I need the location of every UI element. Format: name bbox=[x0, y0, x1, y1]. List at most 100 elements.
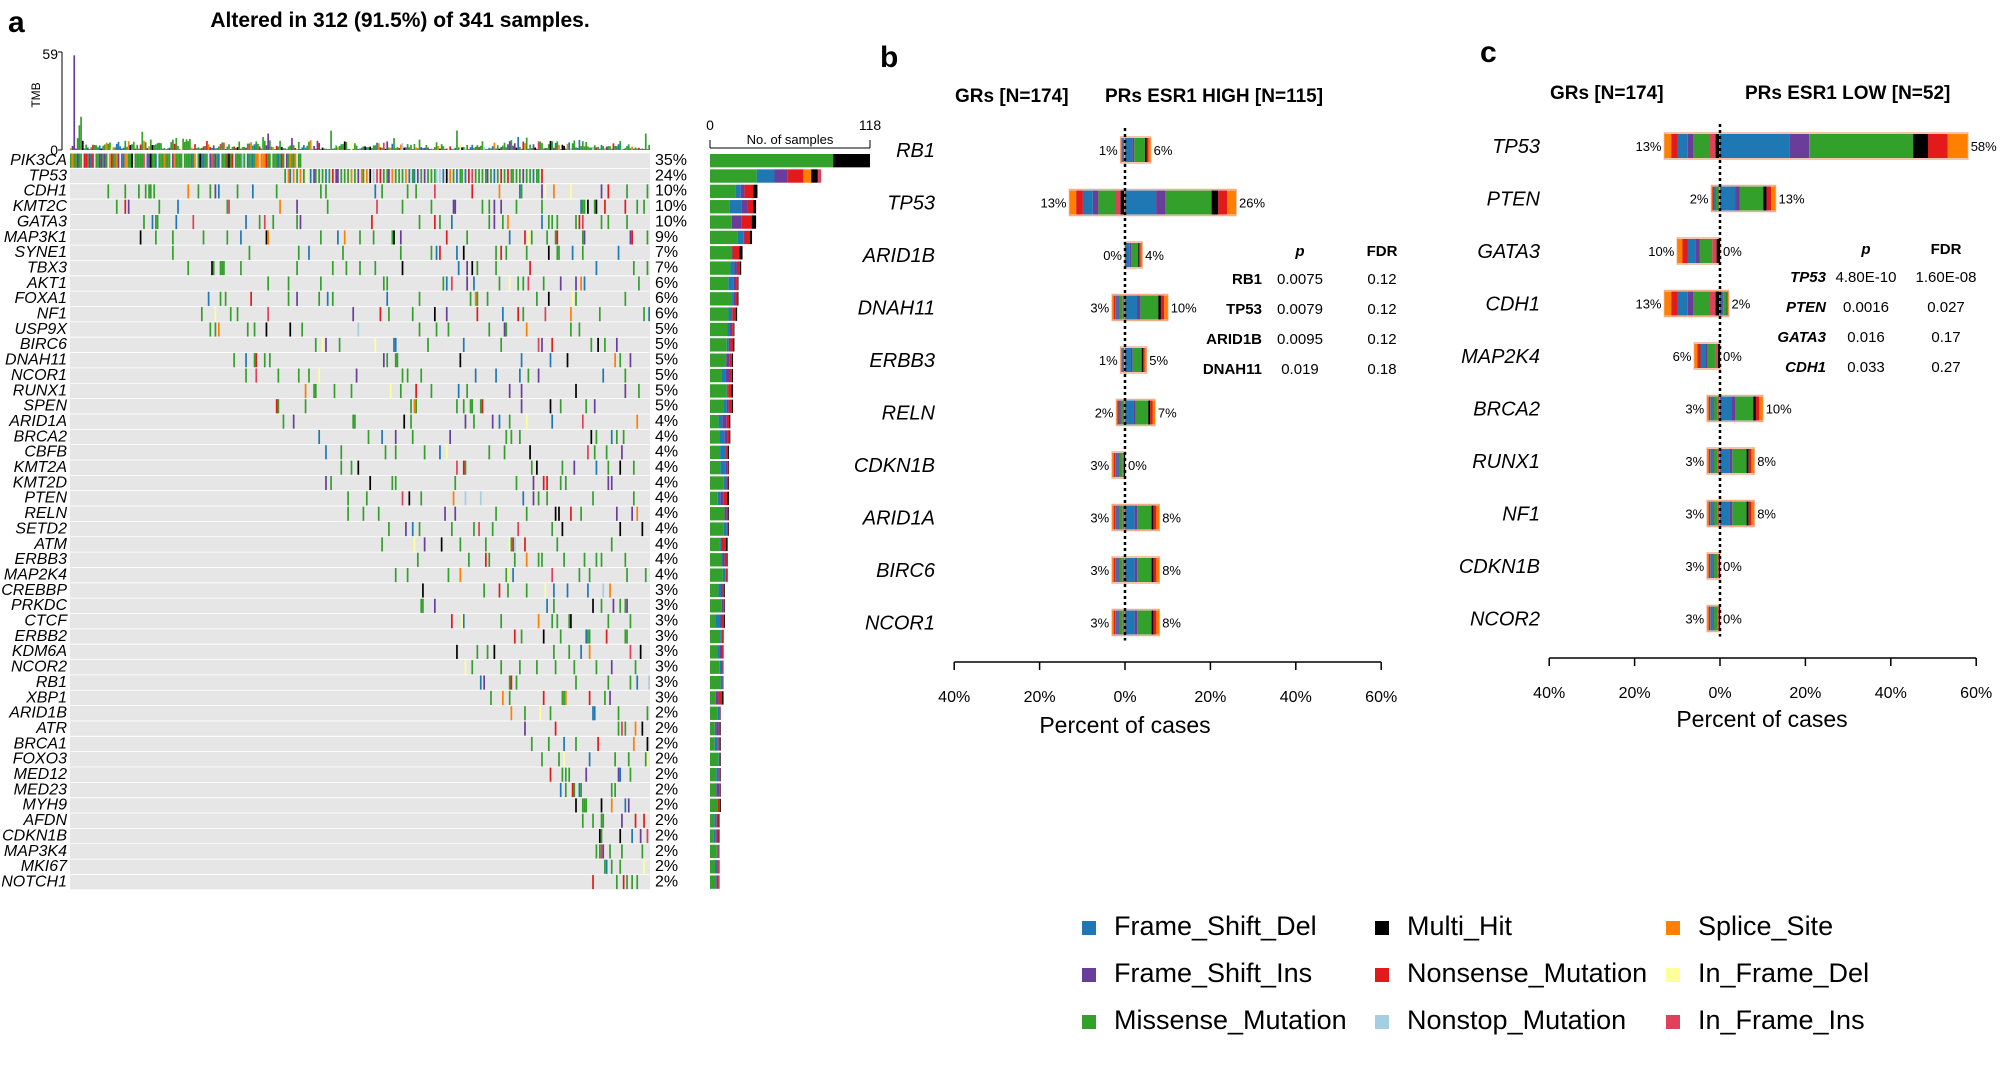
mutation-cell bbox=[473, 522, 475, 537]
tmb-bar bbox=[624, 147, 627, 150]
mutation-cell bbox=[359, 261, 361, 276]
tmb-bar bbox=[126, 146, 128, 150]
mutation-cell bbox=[641, 844, 644, 859]
mutation-cell bbox=[604, 690, 606, 705]
mutation-cell bbox=[394, 337, 397, 352]
mutation-cell bbox=[587, 583, 589, 598]
mutation-cell bbox=[343, 230, 346, 245]
mutation-cell bbox=[236, 307, 239, 322]
mutation-cell bbox=[544, 184, 547, 199]
left-bar-segment bbox=[1693, 134, 1711, 158]
mutation-cell bbox=[619, 829, 622, 844]
side-bar-segment bbox=[751, 215, 757, 229]
mutation-cell bbox=[522, 307, 525, 322]
left-bar-segment bbox=[1712, 606, 1714, 631]
mutation-cell bbox=[617, 767, 620, 782]
right-bar-segment bbox=[1145, 138, 1147, 162]
mutation-cell bbox=[559, 629, 562, 644]
mutation-cell bbox=[350, 383, 353, 398]
mutation-cell bbox=[488, 322, 491, 337]
mutation-cell bbox=[547, 736, 550, 752]
mutation-cell bbox=[430, 245, 433, 260]
stats-p-value: 0.019 bbox=[1281, 361, 1319, 378]
tmb-bar bbox=[246, 143, 249, 150]
side-bar-segment bbox=[730, 261, 735, 275]
gene-label: RB1 bbox=[36, 674, 67, 691]
left-bar-segment bbox=[1717, 606, 1719, 631]
side-bar-segment bbox=[727, 461, 729, 475]
mutation-cell bbox=[121, 153, 123, 168]
tmb-bar bbox=[206, 140, 208, 150]
mutation-cell bbox=[275, 184, 278, 199]
gene-percent: 2% bbox=[655, 858, 678, 875]
mutation-cell bbox=[462, 460, 465, 475]
mutation-cell bbox=[622, 875, 625, 890]
right-bar-segment bbox=[1132, 138, 1135, 162]
mutation-cell bbox=[296, 199, 298, 214]
mutation-cell bbox=[318, 168, 321, 184]
mutation-cell bbox=[563, 552, 565, 567]
mutation-cell bbox=[573, 660, 576, 675]
mutation-cell bbox=[263, 153, 266, 168]
mutation-cell bbox=[333, 383, 336, 398]
mutation-cell bbox=[510, 168, 513, 184]
tmb-bar bbox=[323, 148, 326, 150]
tmb-bar bbox=[104, 144, 106, 150]
mutation-cell bbox=[471, 184, 474, 199]
mutation-cell bbox=[445, 445, 448, 460]
mutation-cell bbox=[296, 291, 298, 306]
tmb-bar bbox=[490, 148, 492, 150]
side-bar-segment bbox=[710, 583, 719, 598]
mutation-cell bbox=[632, 261, 635, 276]
gene-label: CDKN1B bbox=[1459, 556, 1540, 578]
mutation-cell bbox=[505, 568, 508, 583]
panel-c-chart: TP53 13% 58%PTEN 2% 13%GATA3 10% 0%CDH1 13% 2%MA… bbox=[1459, 124, 1997, 702]
mutation-cell bbox=[503, 168, 506, 184]
tmb-bar bbox=[491, 146, 494, 150]
left-bar-segment bbox=[1118, 400, 1120, 425]
mutation-cell bbox=[139, 153, 142, 168]
tmb-bar bbox=[144, 142, 147, 150]
tmb-bar bbox=[279, 140, 281, 150]
side-bar-segment bbox=[710, 553, 722, 567]
right-bar-segment bbox=[1218, 190, 1228, 215]
mutation-cell bbox=[643, 859, 645, 874]
mutation-cell bbox=[216, 153, 218, 168]
tmb-bar bbox=[428, 148, 431, 150]
side-bar-segment bbox=[739, 246, 743, 260]
mutation-cell bbox=[141, 153, 144, 168]
tmb-bar bbox=[386, 141, 389, 150]
mutation-cell bbox=[372, 168, 375, 184]
tmb-bar bbox=[228, 144, 230, 150]
side-bar-segment bbox=[731, 353, 734, 367]
mutation-cell bbox=[510, 537, 513, 552]
tmb-bar bbox=[110, 147, 113, 150]
tmb-bar bbox=[619, 141, 622, 150]
tmb-bar bbox=[127, 141, 130, 150]
mutation-cell bbox=[338, 337, 341, 352]
mutation-cell bbox=[308, 245, 310, 260]
left-bar-segment bbox=[1120, 400, 1121, 425]
mutation-cell bbox=[587, 199, 589, 214]
stats-gene: GATA3 bbox=[1777, 329, 1826, 346]
legend-swatch bbox=[1082, 968, 1096, 982]
stats-fdr-value: 0.12 bbox=[1367, 301, 1396, 318]
tmb-bar bbox=[78, 125, 81, 150]
mutation-cell bbox=[226, 199, 229, 214]
mutation-cell bbox=[561, 460, 564, 475]
tmb-bar bbox=[221, 142, 224, 150]
side-bar-segment bbox=[710, 430, 721, 444]
mutation-cell bbox=[592, 813, 594, 828]
gene-percent: 4% bbox=[655, 520, 678, 537]
mutation-cell bbox=[173, 153, 176, 168]
tmb-bar bbox=[255, 141, 258, 150]
mutation-cell bbox=[189, 153, 191, 168]
side-bar-segment bbox=[732, 246, 740, 260]
left-bar-segment bbox=[1715, 291, 1720, 316]
tmb-bar bbox=[530, 148, 533, 150]
mutation-cell bbox=[248, 153, 251, 168]
tmb-bar bbox=[331, 148, 334, 150]
mutation-cell bbox=[314, 383, 317, 398]
mutation-cell bbox=[376, 168, 378, 184]
mutation-cell bbox=[510, 429, 513, 445]
